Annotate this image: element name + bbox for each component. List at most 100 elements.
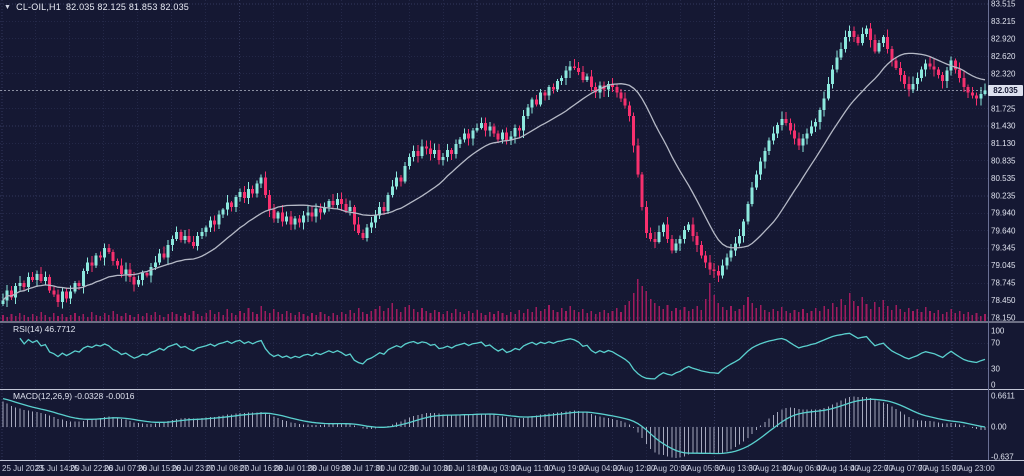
volume-bar	[793, 310, 796, 321]
candle-body	[513, 127, 517, 137]
volume-bar	[383, 311, 385, 321]
symbol-title: CL-OIL,H1	[16, 2, 61, 12]
candle-body	[238, 192, 242, 197]
volume-bar	[912, 311, 914, 321]
volume-bar	[886, 306, 889, 321]
volume-bar	[361, 312, 364, 321]
candle-body	[831, 69, 835, 84]
volume-bar	[277, 312, 279, 321]
price-tick-label: 81.430	[991, 122, 1016, 131]
candle-body	[407, 157, 411, 166]
volume-bar	[353, 313, 356, 321]
candle-body	[788, 123, 792, 131]
volume-bar	[950, 309, 952, 321]
candle-body	[759, 161, 763, 175]
candle-body	[936, 69, 940, 76]
volume-bar	[205, 313, 207, 321]
candle-body	[86, 262, 90, 272]
price-tick-label: 83.515	[991, 0, 1016, 9]
candle-body	[818, 110, 822, 122]
volume-bar	[958, 311, 961, 321]
volume-bar	[488, 312, 491, 321]
volume-bar	[916, 309, 919, 321]
volume-bar	[797, 312, 800, 321]
candle-body	[488, 126, 492, 131]
chart-header: ▼ CL-OIL,H1 82.035 82.125 81.853 82.035	[4, 2, 189, 12]
candle-body	[158, 253, 162, 263]
collapse-icon[interactable]: ▼	[4, 3, 12, 11]
volume-bar	[315, 315, 318, 321]
volume-bar	[709, 283, 711, 321]
candle-body	[90, 262, 94, 266]
volume-bar	[69, 315, 72, 321]
volume-bar	[929, 311, 931, 321]
candle-body	[64, 291, 68, 299]
time-tick-label: 28 Jul 01:00	[273, 464, 317, 473]
volume-bar	[637, 279, 639, 321]
candle-body	[204, 227, 208, 232]
candle-body	[564, 70, 568, 79]
volume-bar	[518, 310, 521, 321]
volume-bar	[78, 316, 80, 321]
rsi-indicator-label: RSI(14) 46.7712	[13, 324, 76, 334]
volume-bar	[57, 316, 59, 321]
candle-body	[285, 216, 289, 222]
volume-bar	[882, 300, 885, 321]
candle-body	[890, 48, 894, 61]
volume-bar	[768, 312, 770, 321]
volume-bar	[74, 313, 76, 321]
candle-body	[242, 192, 246, 199]
rsi-line	[19, 332, 986, 380]
macd-tick-label: -0.637	[991, 452, 1014, 461]
volume-bar	[222, 315, 224, 321]
price-axis[interactable]	[988, 0, 1024, 460]
volume-bar	[455, 309, 457, 321]
candle-body	[572, 66, 576, 69]
volume-bar	[378, 306, 381, 321]
candle-body	[848, 31, 852, 38]
volume-bar	[641, 286, 643, 321]
volume-bar	[747, 297, 749, 321]
volume-bar	[713, 295, 715, 321]
time-tick-label: 28 Jul 09:00	[307, 464, 351, 473]
volume-bar	[840, 299, 842, 321]
candle-body	[149, 267, 153, 276]
volume-bar	[573, 310, 576, 321]
volume-bar	[472, 313, 474, 321]
time-axis[interactable]	[0, 460, 1024, 476]
candle-body	[839, 48, 843, 58]
volume-bar	[95, 315, 97, 321]
candle-body	[335, 199, 339, 206]
volume-bar	[937, 310, 940, 321]
time-tick-label: 25 Jul 2023	[2, 464, 44, 473]
candle-body	[826, 83, 830, 99]
volume-bar	[141, 316, 144, 321]
volume-bar	[577, 312, 580, 321]
volume-bar	[963, 314, 965, 321]
candle-body	[898, 68, 902, 76]
candle-body	[873, 39, 877, 52]
volume-bar	[802, 309, 804, 321]
volume-bar	[226, 309, 229, 321]
candle-body	[729, 250, 733, 258]
candle-body	[522, 116, 526, 131]
price-tick-label: 78.450	[991, 296, 1016, 305]
volume-bar	[611, 311, 614, 321]
volume-bar	[878, 307, 880, 321]
volume-bar	[810, 311, 813, 321]
candle-body	[920, 69, 924, 79]
volume-bar	[175, 314, 178, 321]
volume-bar	[675, 308, 677, 321]
candle-body	[302, 215, 306, 223]
candle-body	[670, 238, 674, 251]
candle-body	[22, 282, 26, 287]
candle-body	[9, 290, 13, 298]
candle-body	[120, 265, 124, 275]
candle-body	[141, 272, 145, 280]
candle-body	[653, 238, 657, 242]
volume-bar	[349, 310, 351, 321]
volume-bar	[632, 293, 635, 321]
candle-body	[776, 124, 780, 134]
candle-body	[615, 86, 619, 93]
